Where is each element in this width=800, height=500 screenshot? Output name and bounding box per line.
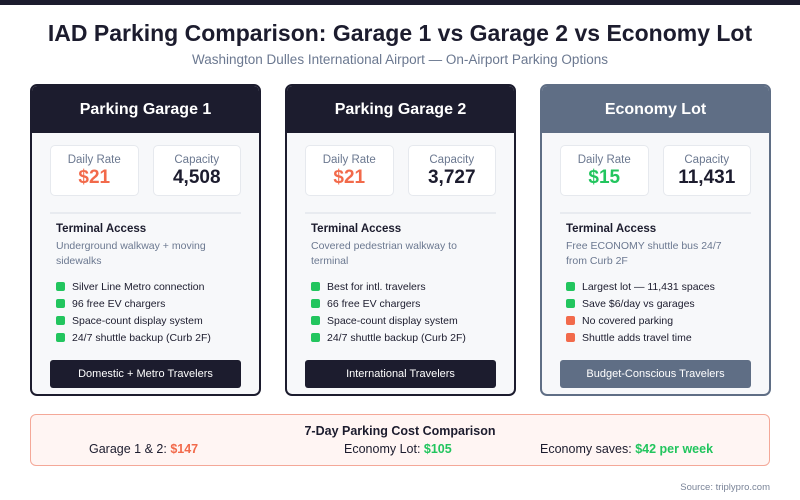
parking-card: Economy Lot Daily Rate $15 Capacity 11,431…: [540, 84, 771, 396]
traveler-type-button[interactable]: Budget-Conscious Travelers: [560, 360, 751, 388]
source-credit: Source: triplypro.com: [680, 482, 770, 493]
cost-label: Economy saves:: [540, 442, 636, 456]
feature-item: Shuttle adds travel time: [566, 329, 769, 346]
card-title: Economy Lot: [542, 86, 769, 133]
parking-card: Parking Garage 2 Daily Rate $21 Capacity 3…: [285, 84, 516, 396]
daily-rate-value: $21: [78, 167, 111, 188]
capacity-box: Capacity 3,727: [407, 145, 496, 196]
feature-item: No covered parking: [566, 312, 769, 329]
cost-item-garages: Garage 1 & 2: $147: [89, 442, 198, 456]
daily-rate-label: Daily Rate: [67, 154, 121, 166]
status-square-icon: [566, 299, 575, 308]
status-square-icon: [56, 299, 65, 308]
feature-item: Best for intl. travelers: [311, 278, 514, 295]
cost-comparison-title: 7-Day Parking Cost Comparison: [304, 424, 496, 438]
daily-rate-value: $15: [588, 167, 621, 188]
daily-rate-label: Daily Rate: [322, 154, 376, 166]
feature-list: Largest lot — 11,431 spaces Save $6/day v…: [542, 273, 769, 346]
status-square-icon: [566, 316, 575, 325]
feature-item: Silver Line Metro connection: [56, 278, 259, 295]
feature-item: 96 free EV chargers: [56, 295, 259, 312]
terminal-access-description: Covered pedestrian walkway to terminal: [311, 240, 457, 267]
feature-item: Largest lot — 11,431 spaces: [566, 278, 769, 295]
feature-text: 96 free EV chargers: [72, 297, 166, 310]
card-title: Parking Garage 1: [32, 86, 259, 133]
feature-item: 24/7 shuttle backup (Curb 2F): [56, 329, 259, 346]
status-square-icon: [56, 316, 65, 325]
divider: [50, 212, 241, 214]
capacity-label: Capacity: [684, 154, 730, 166]
top-accent-bar: [0, 0, 800, 5]
capacity-value: 3,727: [427, 167, 476, 188]
cost-label: Economy Lot:: [344, 442, 424, 456]
cost-value: $42 per week: [635, 442, 714, 456]
terminal-access-label: Terminal Access: [566, 223, 657, 235]
divider: [305, 212, 496, 214]
feature-item: Space-count display system: [311, 312, 514, 329]
page-title: IAD Parking Comparison: Garage 1 vs Gara…: [47, 20, 753, 46]
feature-text: 66 free EV chargers: [327, 297, 421, 310]
capacity-label: Capacity: [174, 154, 220, 166]
capacity-value: 11,431: [678, 167, 736, 188]
daily-rate-value: $21: [333, 167, 366, 188]
cost-item-economy: Economy Lot: $105: [344, 442, 452, 456]
feature-item: Space-count display system: [56, 312, 259, 329]
terminal-access-description: Underground walkway + moving sidewalks: [56, 240, 206, 267]
status-square-icon: [56, 282, 65, 291]
feature-item: 24/7 shuttle backup (Curb 2F): [311, 329, 514, 346]
status-square-icon: [311, 333, 320, 342]
traveler-type-button[interactable]: Domestic + Metro Travelers: [50, 360, 241, 388]
feature-text: Shuttle adds travel time: [582, 331, 692, 344]
capacity-label: Capacity: [429, 154, 475, 166]
status-square-icon: [56, 333, 65, 342]
feature-list: Silver Line Metro connection 96 free EV c…: [32, 273, 259, 346]
daily-rate-box: Daily Rate $21: [50, 145, 139, 196]
daily-rate-box: Daily Rate $15: [560, 145, 649, 196]
page-subtitle: Washington Dulles International Airport …: [192, 52, 608, 67]
cost-value: $147: [170, 442, 199, 456]
status-square-icon: [311, 299, 320, 308]
cost-comparison-panel: 7-Day Parking Cost Comparison Garage 1 &…: [30, 414, 770, 466]
status-square-icon: [566, 333, 575, 342]
feature-list: Best for intl. travelers 66 free EV charg…: [287, 273, 514, 346]
capacity-box: Capacity 11,431: [662, 145, 751, 196]
terminal-access-description: Free ECONOMY shuttle bus 24/7 from Curb …: [566, 240, 722, 267]
feature-text: 24/7 shuttle backup (Curb 2F): [327, 331, 466, 344]
daily-rate-box: Daily Rate $21: [305, 145, 394, 196]
cost-item-savings: Economy saves: $42 per week: [540, 442, 713, 456]
feature-text: Silver Line Metro connection: [72, 280, 205, 293]
feature-text: 24/7 shuttle backup (Curb 2F): [72, 331, 211, 344]
feature-item: Save $6/day vs garages: [566, 295, 769, 312]
cost-value: $105: [423, 442, 452, 456]
status-square-icon: [311, 316, 320, 325]
card-title: Parking Garage 2: [287, 86, 514, 133]
status-square-icon: [566, 282, 575, 291]
terminal-access-label: Terminal Access: [311, 223, 402, 235]
feature-text: No covered parking: [582, 314, 674, 327]
feature-item: 66 free EV chargers: [311, 295, 514, 312]
status-square-icon: [311, 282, 320, 291]
cost-label: Garage 1 & 2:: [89, 442, 171, 456]
parking-card: Parking Garage 1 Daily Rate $21 Capacity 4…: [30, 84, 261, 396]
feature-text: Space-count display system: [327, 314, 458, 327]
capacity-value: 4,508: [172, 167, 221, 188]
traveler-type-button[interactable]: International Travelers: [305, 360, 496, 388]
feature-text: Largest lot — 11,431 spaces: [582, 280, 715, 293]
feature-text: Best for intl. travelers: [327, 280, 426, 293]
feature-text: Save $6/day vs garages: [582, 297, 695, 310]
terminal-access-label: Terminal Access: [56, 223, 147, 235]
divider: [560, 212, 751, 214]
capacity-box: Capacity 4,508: [152, 145, 241, 196]
feature-text: Space-count display system: [72, 314, 203, 327]
daily-rate-label: Daily Rate: [577, 154, 631, 166]
